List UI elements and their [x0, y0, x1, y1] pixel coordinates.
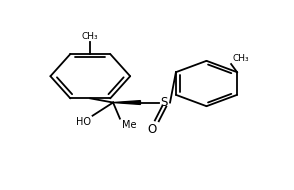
Polygon shape: [113, 101, 141, 104]
Text: O: O: [148, 123, 157, 136]
Text: Me: Me: [122, 120, 137, 130]
Text: HO: HO: [76, 117, 91, 127]
Text: S: S: [161, 96, 168, 109]
Text: CH₃: CH₃: [233, 54, 249, 63]
Text: CH₃: CH₃: [82, 32, 98, 41]
